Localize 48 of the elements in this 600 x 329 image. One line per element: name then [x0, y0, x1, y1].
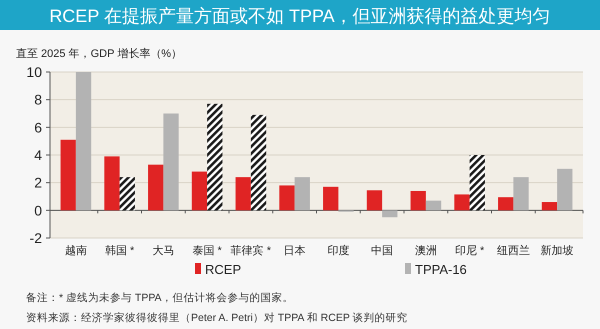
bar	[250, 114, 266, 210]
bar	[192, 172, 208, 210]
x-tick-label: 大马	[152, 244, 174, 257]
bar	[542, 202, 558, 210]
x-tick-label: 印尼 *	[454, 244, 486, 257]
y-tick-label: 4	[34, 147, 42, 163]
y-tick-label: 0	[34, 202, 42, 218]
bar	[513, 177, 529, 210]
text: 备注：* 虚线为未参与 TPPA，但估计将会参与的国家。	[26, 291, 294, 304]
bar	[236, 177, 251, 210]
y-tick-label: 8	[34, 92, 42, 108]
bar	[323, 186, 338, 210]
x-tick-label: 印度	[327, 244, 350, 257]
bar	[498, 197, 514, 210]
x-tick-label: 日本	[284, 244, 306, 257]
y-tick-label: 2	[34, 174, 42, 191]
x-tick-label: 新加坡	[540, 244, 574, 257]
bar	[120, 177, 135, 210]
x-tick-label: 澳洲	[414, 244, 437, 257]
bar	[410, 190, 426, 210]
x-tick-label: 越南	[64, 244, 87, 257]
bar	[163, 114, 179, 210]
legend-label: RCEP	[205, 262, 242, 277]
y-tick-label: 6	[34, 119, 42, 136]
x-tick-label: 韩国 *	[104, 244, 136, 257]
bar	[104, 156, 120, 210]
chart-title: RCEP 在提振产量方面或不如 TPPA，但亚洲获得的益处更均匀	[49, 6, 551, 26]
bar	[557, 168, 572, 210]
x-tick-label: 纽西兰	[496, 244, 530, 257]
bar	[382, 210, 398, 218]
y-axis-title: 直至 2025 年，GDP 增长率（%）	[16, 47, 182, 60]
bar	[294, 177, 310, 210]
x-tick-label: 泰国 *	[192, 245, 223, 257]
bar	[148, 164, 164, 210]
legend-label: TPPA-16	[415, 262, 467, 277]
bar	[279, 185, 295, 210]
x-tick-label: 菲律宾 *	[230, 244, 272, 257]
y-tick-label: 10	[26, 64, 42, 80]
bar	[454, 194, 470, 210]
bar	[470, 155, 485, 210]
bar	[366, 190, 382, 210]
bar	[60, 140, 76, 210]
y-tick-label: -2	[30, 230, 42, 246]
bar	[426, 200, 442, 210]
bar	[76, 72, 92, 210]
x-tick-label: 中国	[371, 244, 394, 257]
bar	[207, 104, 222, 210]
text: 资料来源：经济学家彼得彼得里（Peter A. Petri）对 TPPA 和 RCEP 谈判的研究	[26, 311, 408, 324]
